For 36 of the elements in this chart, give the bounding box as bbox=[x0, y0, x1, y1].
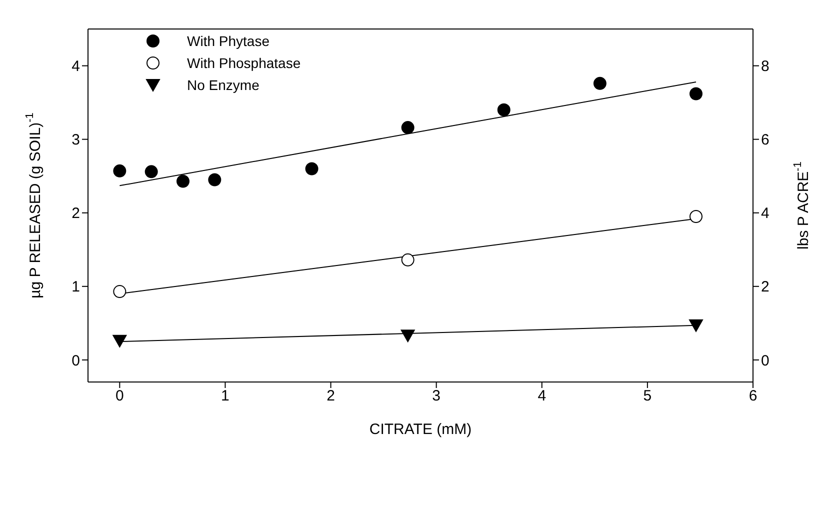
point bbox=[497, 103, 510, 116]
point bbox=[208, 173, 222, 186]
point bbox=[113, 164, 126, 178]
x-tick-label: 1 bbox=[221, 388, 230, 405]
point bbox=[689, 319, 703, 332]
y-tick-label: 3 bbox=[72, 132, 80, 149]
y2-tick-label: 0 bbox=[761, 352, 770, 370]
point bbox=[690, 87, 702, 100]
legend-label: No Enzyme bbox=[187, 77, 260, 93]
x-tick-label: 3 bbox=[432, 388, 441, 405]
y2-tick-label: 4 bbox=[761, 205, 770, 222]
y-tick-label: 1 bbox=[72, 278, 80, 296]
x-tick-label: 4 bbox=[538, 388, 546, 405]
legend-label: With Phosphatase bbox=[187, 55, 301, 71]
point bbox=[690, 210, 702, 224]
x-axis-title: CITRATE (mM) bbox=[369, 420, 472, 438]
y-tick-label: 0 bbox=[72, 352, 80, 370]
point bbox=[593, 76, 606, 90]
x-tick-label: 2 bbox=[326, 388, 335, 405]
point bbox=[305, 162, 318, 176]
point bbox=[401, 253, 414, 266]
legend-label: With Phytase bbox=[187, 33, 270, 49]
x-tick-label: 5 bbox=[643, 388, 652, 405]
x-tick-label: 0 bbox=[115, 388, 124, 405]
y2-tick-label: 6 bbox=[761, 132, 770, 149]
y2-tick-label: 2 bbox=[761, 278, 770, 296]
point bbox=[144, 165, 158, 178]
point bbox=[400, 330, 415, 342]
point bbox=[401, 121, 414, 134]
point bbox=[176, 174, 190, 188]
y-tick-label: 4 bbox=[72, 58, 80, 76]
x-tick-label: 6 bbox=[748, 388, 758, 405]
y-tick-label: 2 bbox=[72, 205, 80, 222]
y2-tick-label: 8 bbox=[761, 58, 770, 76]
point bbox=[113, 285, 126, 298]
point bbox=[112, 334, 127, 348]
